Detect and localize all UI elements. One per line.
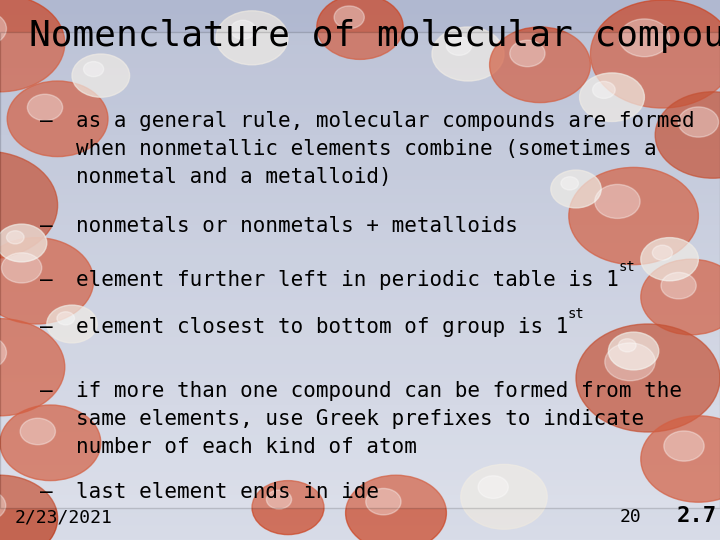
Text: number of each kind of atom: number of each kind of atom (76, 437, 416, 457)
Circle shape (576, 324, 720, 432)
Circle shape (551, 170, 601, 208)
Text: st: st (568, 307, 585, 321)
Circle shape (446, 36, 472, 55)
Circle shape (561, 177, 579, 190)
Circle shape (593, 82, 615, 98)
Circle shape (461, 464, 547, 529)
Circle shape (0, 405, 101, 481)
Circle shape (0, 151, 58, 259)
Text: element further left in periodic table is 1: element further left in periodic table i… (76, 270, 618, 290)
Circle shape (490, 27, 590, 103)
Circle shape (252, 481, 324, 535)
Text: –: – (40, 111, 53, 131)
Circle shape (57, 312, 75, 325)
Text: –: – (40, 270, 53, 290)
Circle shape (641, 416, 720, 502)
Circle shape (0, 319, 65, 416)
Circle shape (652, 245, 672, 260)
Circle shape (619, 19, 670, 57)
Circle shape (641, 259, 720, 335)
Text: –: – (40, 317, 53, 337)
Text: –: – (40, 381, 53, 401)
Circle shape (27, 94, 63, 120)
Circle shape (366, 488, 401, 515)
Circle shape (595, 185, 640, 218)
Circle shape (661, 272, 696, 299)
Text: if more than one compound can be formed from the: if more than one compound can be formed … (76, 381, 682, 401)
Circle shape (84, 62, 104, 77)
Text: nonmetals or nonmetals + metalloids: nonmetals or nonmetals + metalloids (76, 216, 518, 236)
Circle shape (6, 231, 24, 244)
Circle shape (1, 253, 42, 283)
Circle shape (605, 343, 655, 381)
Circle shape (72, 54, 130, 97)
Text: same elements, use Greek prefixes to indicate: same elements, use Greek prefixes to ind… (76, 409, 644, 429)
Circle shape (20, 418, 55, 445)
Circle shape (618, 339, 636, 352)
Circle shape (0, 224, 47, 262)
Circle shape (0, 0, 65, 92)
Circle shape (569, 167, 698, 265)
Circle shape (266, 490, 292, 509)
Circle shape (216, 11, 288, 65)
Text: when nonmetallic elements combine (sometimes a: when nonmetallic elements combine (somet… (76, 139, 657, 159)
Circle shape (7, 81, 108, 157)
Circle shape (678, 107, 719, 137)
Circle shape (0, 11, 6, 45)
Circle shape (230, 20, 256, 39)
Circle shape (641, 238, 698, 281)
Circle shape (510, 40, 545, 66)
Circle shape (317, 0, 403, 59)
Circle shape (664, 431, 704, 461)
Circle shape (0, 490, 6, 521)
Text: st: st (618, 260, 635, 274)
Circle shape (346, 475, 446, 540)
Text: –: – (40, 216, 53, 236)
Circle shape (580, 73, 644, 122)
Text: 2.7: 2.7 (677, 507, 717, 526)
Circle shape (0, 335, 6, 369)
Text: nonmetal and a metalloid): nonmetal and a metalloid) (76, 167, 391, 187)
Circle shape (432, 27, 504, 81)
Circle shape (334, 6, 364, 29)
Text: 20: 20 (619, 509, 641, 526)
Circle shape (0, 475, 58, 540)
Text: as a general rule, molecular compounds are formed: as a general rule, molecular compounds a… (76, 111, 694, 131)
Circle shape (47, 305, 97, 343)
Circle shape (478, 476, 508, 498)
Circle shape (655, 92, 720, 178)
Text: Nomenclature of molecular compounds: Nomenclature of molecular compounds (29, 19, 720, 53)
Circle shape (608, 332, 659, 370)
Text: element closest to bottom of group is 1: element closest to bottom of group is 1 (76, 317, 568, 337)
Text: last element ends in ide: last element ends in ide (76, 482, 379, 502)
Circle shape (590, 0, 720, 108)
Circle shape (0, 238, 94, 324)
Text: –: – (40, 482, 53, 502)
Text: 2/23/2021: 2/23/2021 (14, 509, 112, 526)
FancyBboxPatch shape (0, 32, 720, 508)
